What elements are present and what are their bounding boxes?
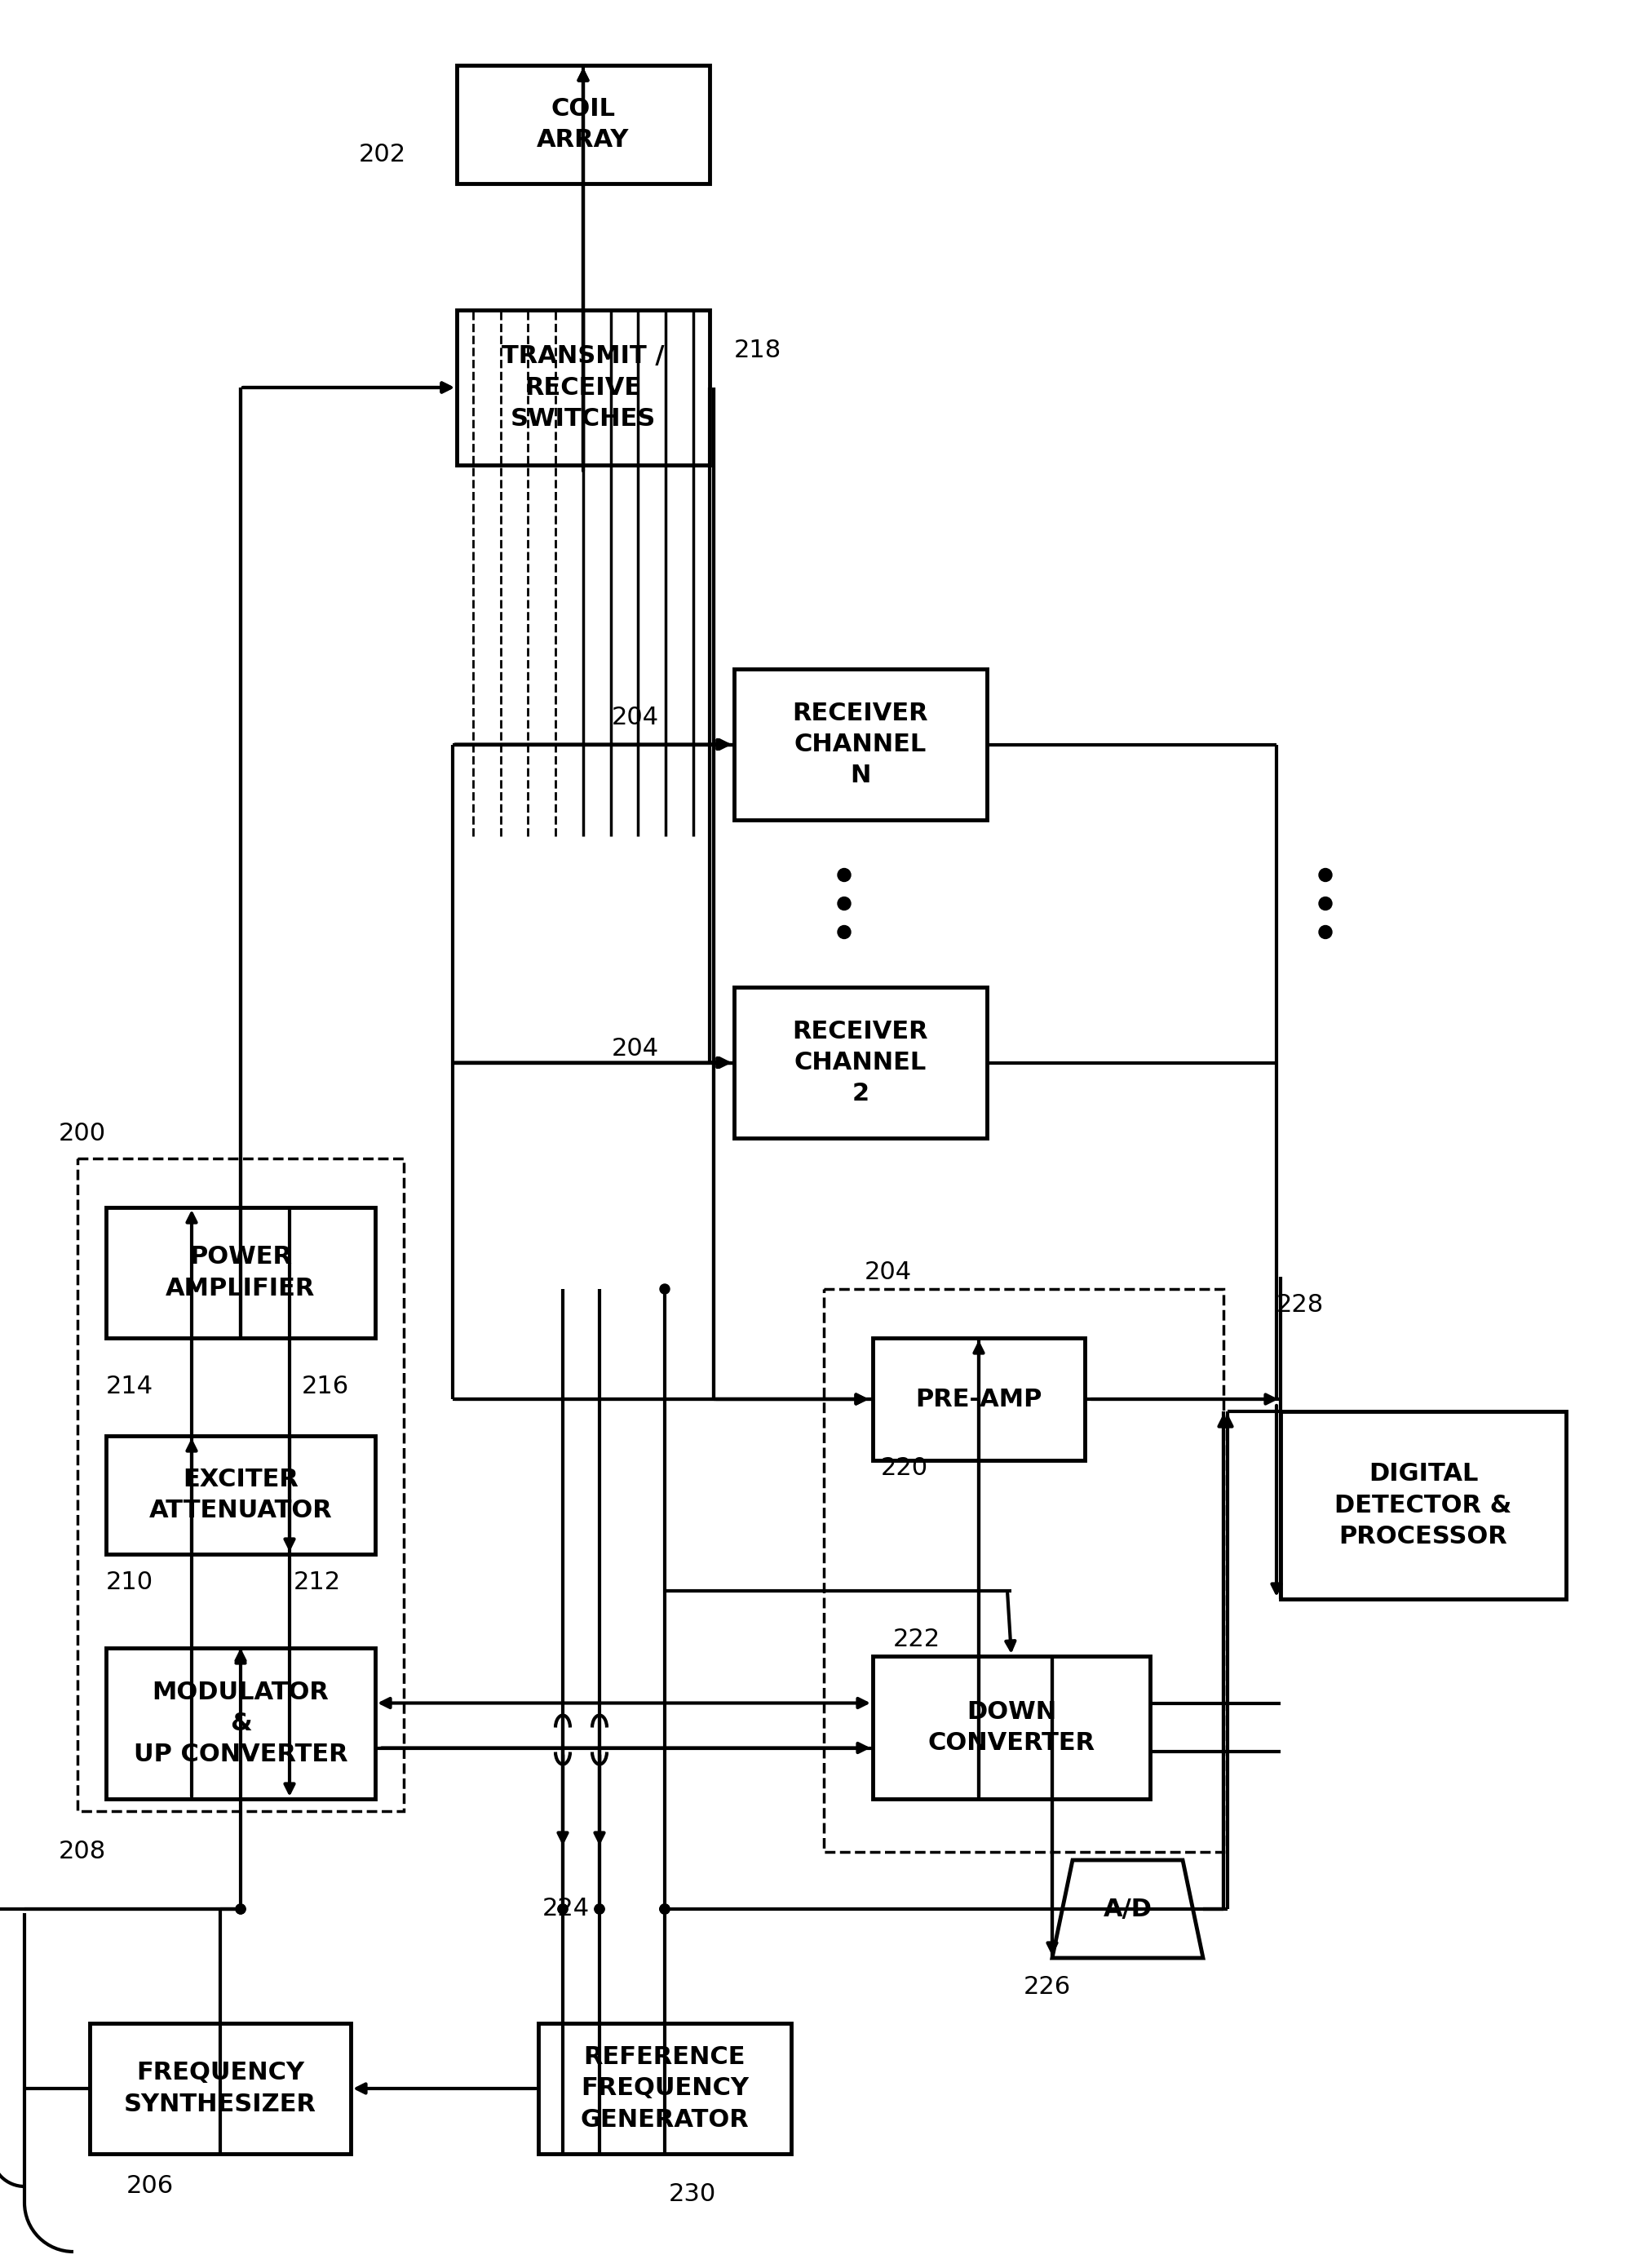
- Circle shape: [1318, 925, 1331, 939]
- Bar: [873, 1656, 1149, 1799]
- Text: TRANSMIT /
RECEIVE
SWITCHES: TRANSMIT / RECEIVE SWITCHES: [501, 345, 665, 431]
- Text: DIGITAL
DETECTOR &
PROCESSOR: DIGITAL DETECTOR & PROCESSOR: [1334, 1463, 1511, 1549]
- Text: 210: 210: [106, 1572, 154, 1594]
- Circle shape: [1318, 898, 1331, 909]
- Text: 200: 200: [59, 1123, 106, 1145]
- Text: EXCITER
ATTENUATOR: EXCITER ATTENUATOR: [149, 1467, 332, 1522]
- Circle shape: [660, 1905, 670, 1914]
- Text: A/D: A/D: [1103, 1898, 1151, 1921]
- Text: 220: 220: [881, 1456, 928, 1481]
- Circle shape: [837, 869, 850, 882]
- Text: 204: 204: [612, 1036, 658, 1059]
- Text: 204: 204: [612, 705, 658, 730]
- Circle shape: [558, 1905, 568, 1914]
- Text: 206: 206: [126, 2175, 174, 2198]
- Bar: [733, 669, 987, 821]
- Text: 208: 208: [59, 1839, 106, 1864]
- Bar: [539, 2023, 791, 2155]
- Bar: [106, 1436, 375, 1554]
- Circle shape: [837, 898, 850, 909]
- Text: 222: 222: [892, 1628, 940, 1651]
- Bar: [106, 1207, 375, 1338]
- Bar: [457, 66, 709, 184]
- Circle shape: [236, 1905, 246, 1914]
- Text: 224: 224: [542, 1898, 589, 1921]
- Text: PRE-AMP: PRE-AMP: [915, 1388, 1041, 1411]
- Circle shape: [660, 1284, 670, 1295]
- Circle shape: [837, 925, 850, 939]
- Text: RECEIVER
CHANNEL
2: RECEIVER CHANNEL 2: [792, 1021, 928, 1105]
- Bar: [823, 1288, 1223, 1853]
- Text: 218: 218: [733, 338, 781, 363]
- Bar: [733, 987, 987, 1139]
- Text: 204: 204: [864, 1261, 912, 1284]
- Circle shape: [236, 1905, 246, 1914]
- Circle shape: [558, 1905, 568, 1914]
- Text: 214: 214: [106, 1374, 154, 1399]
- Text: 212: 212: [293, 1572, 340, 1594]
- Text: DOWN
CONVERTER: DOWN CONVERTER: [927, 1701, 1095, 1755]
- Text: POWER
AMPLIFIER: POWER AMPLIFIER: [165, 1245, 316, 1300]
- Circle shape: [594, 1905, 604, 1914]
- Text: COIL
ARRAY: COIL ARRAY: [537, 98, 629, 152]
- Text: REFERENCE
FREQUENCY
GENERATOR: REFERENCE FREQUENCY GENERATOR: [579, 2046, 748, 2132]
- Bar: [1280, 1411, 1565, 1599]
- Circle shape: [660, 1905, 670, 1914]
- Circle shape: [1318, 869, 1331, 882]
- Polygon shape: [1051, 1860, 1203, 1957]
- Bar: [457, 311, 709, 465]
- Text: MODULATOR
&
UP CONVERTER: MODULATOR & UP CONVERTER: [134, 1681, 347, 1767]
- Bar: [77, 1159, 404, 1812]
- Text: 230: 230: [668, 2182, 715, 2207]
- Bar: [106, 1649, 375, 1799]
- Circle shape: [660, 1905, 670, 1914]
- Text: 228: 228: [1275, 1293, 1323, 1318]
- Text: 202: 202: [359, 143, 406, 168]
- Bar: [873, 1338, 1084, 1461]
- Circle shape: [594, 1905, 604, 1914]
- Text: RECEIVER
CHANNEL
N: RECEIVER CHANNEL N: [792, 701, 928, 787]
- Bar: [90, 2023, 350, 2155]
- Text: FREQUENCY
SYNTHESIZER: FREQUENCY SYNTHESIZER: [124, 2062, 316, 2116]
- Text: 226: 226: [1023, 1975, 1071, 1998]
- Text: 216: 216: [301, 1374, 349, 1399]
